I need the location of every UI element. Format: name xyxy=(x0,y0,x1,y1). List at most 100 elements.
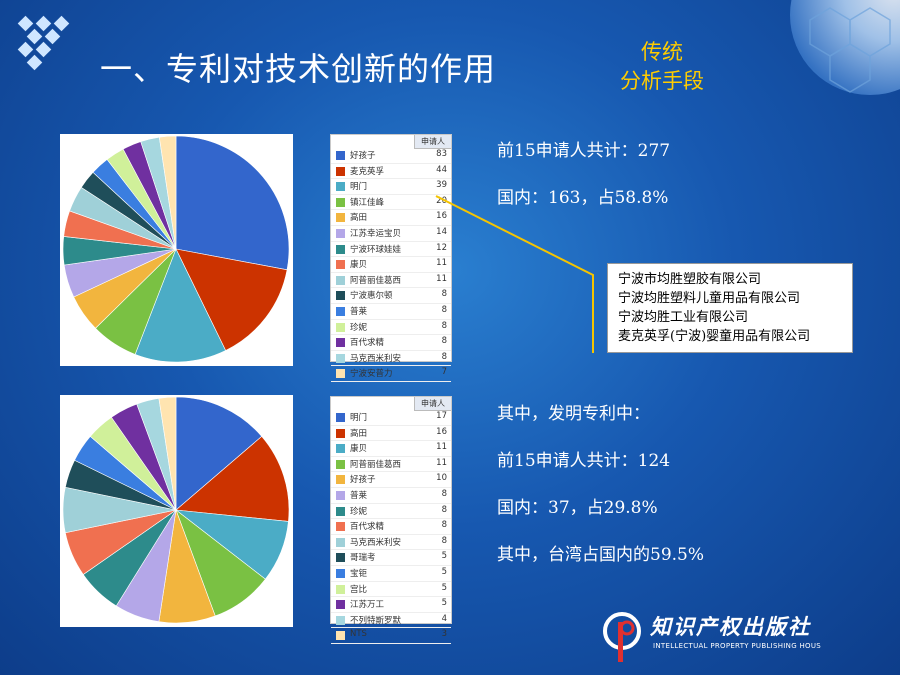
legend-swatch xyxy=(336,444,345,454)
legend-swatch xyxy=(336,197,345,207)
legend-label: 江苏万工 xyxy=(350,600,385,611)
subtitle-line-1: 传统 xyxy=(641,40,683,64)
legend-item: 马克西米利安 8 xyxy=(331,351,451,367)
legend-item: 不列特斯罗默 4 xyxy=(331,613,451,629)
legend-item: 百代求精 8 xyxy=(331,335,451,351)
legend-label: 明门 xyxy=(350,182,368,193)
legend-value: 5 xyxy=(441,598,447,609)
legend-value: 8 xyxy=(441,336,447,347)
callout-line: 麦克英孚(宁波)婴童用品有限公司 xyxy=(618,329,811,344)
legend-swatch xyxy=(336,306,345,316)
legend-item: 康贝 11 xyxy=(331,257,451,273)
stat-invention-taiwan: 其中，台湾占国内的59.5% xyxy=(497,545,705,565)
legend-swatch xyxy=(336,459,345,469)
legend-swatch xyxy=(336,631,345,641)
legend-label: 普莱 xyxy=(350,490,368,501)
callout-line: 宁波均胜工业有限公司 xyxy=(618,310,749,325)
logo-subtitle: INTELLECTUAL PROPERTY PUBLISHING HOUS xyxy=(653,642,822,650)
legend-label: 好孩子 xyxy=(350,475,376,486)
pie-slice-明门 xyxy=(134,248,227,363)
legend-item: 宫比 5 xyxy=(331,582,451,598)
legend-swatch xyxy=(336,260,345,270)
pie-chart-bottom xyxy=(62,396,290,624)
legend-swatch xyxy=(336,584,345,594)
legend-label: 宁波环球娃娃 xyxy=(350,244,402,255)
legend-value: 4 xyxy=(441,613,447,624)
stat-invention-heading: 其中，发明专利中： xyxy=(497,404,650,424)
legend-label: 康贝 xyxy=(350,260,368,271)
legend-value: 7 xyxy=(441,367,447,378)
legend-label: 不列特斯罗默 xyxy=(350,615,402,626)
legend-swatch xyxy=(336,166,345,176)
legend-value: 20 xyxy=(436,195,447,206)
legend-item: 明门 39 xyxy=(331,179,451,195)
pie-slice-宁波安普力 xyxy=(158,135,177,250)
page-subtitle: 传统 分析手段 xyxy=(612,38,712,96)
legend-label: 珍妮 xyxy=(350,506,368,517)
page-title: 一、专利对技术创新的作用 xyxy=(100,50,497,88)
legend-item: 宁波惠尔顿 8 xyxy=(331,288,451,304)
legend-label: 哥瑞考 xyxy=(350,553,376,564)
legend-label: 江苏幸运宝贝 xyxy=(350,228,402,239)
legend-value: 3 xyxy=(441,629,447,640)
legend-value: 8 xyxy=(441,320,447,331)
legend-swatch xyxy=(336,244,345,254)
legend-swatch xyxy=(336,615,345,625)
callout-line: 宁波均胜塑料儿童用品有限公司 xyxy=(618,291,801,306)
legend-label: 百代求精 xyxy=(350,338,385,349)
legend-swatch xyxy=(336,428,345,438)
legend-label: 镇江佳峰 xyxy=(350,197,385,208)
legend-label: 百代求精 xyxy=(350,522,385,533)
legend-label: NTS xyxy=(350,629,367,640)
subtitle-line-2: 分析手段 xyxy=(620,69,704,93)
legend-header: 申请人 xyxy=(331,135,451,149)
legend-item: 阿普丽佳葛西 11 xyxy=(331,457,451,473)
legend-item: 阿普丽佳葛西 11 xyxy=(331,273,451,289)
legend-item: 高田 16 xyxy=(331,210,451,226)
legend-header: 申请人 xyxy=(331,397,451,411)
legend-value: 8 xyxy=(441,304,447,315)
stat-top-domestic: 国内：163，占58.8% xyxy=(497,188,669,208)
pie-slice-麦克英孚 xyxy=(175,248,288,351)
legend-item: 宝钜 5 xyxy=(331,566,451,582)
legend-value: 44 xyxy=(436,164,447,175)
legend-value: 11 xyxy=(436,258,447,269)
legend-item: 马克西米利安 8 xyxy=(331,535,451,551)
legend-bottom: 申请人 明门 17 高田 16 康贝 11 阿普丽佳葛西 11 好孩子 10 普莱 8 珍妮 8 百代求精 8 马… xyxy=(330,396,452,644)
pie-chart-panel-bottom xyxy=(60,395,293,627)
legend-label: 马克西米利安 xyxy=(350,353,402,364)
legend-swatch xyxy=(336,537,345,547)
callout-line: 宁波市均胜塑胶有限公司 xyxy=(618,272,762,287)
legend-item: 普莱 8 xyxy=(331,304,451,320)
legend-item: 宁波环球娃娃 12 xyxy=(331,242,451,258)
legend-swatch xyxy=(336,568,345,578)
legend-value: 8 xyxy=(441,504,447,515)
pie-slice-明门 xyxy=(175,396,263,511)
legend-swatch xyxy=(336,522,345,532)
legend-swatch xyxy=(336,213,345,223)
legend-value: 11 xyxy=(436,273,447,284)
legend-item: 普莱 8 xyxy=(331,488,451,504)
pie-chart-panel-top xyxy=(60,134,293,366)
legend-value: 5 xyxy=(441,582,447,593)
legend-swatch xyxy=(336,151,345,160)
legend-value: 11 xyxy=(436,457,447,468)
legend-value: 8 xyxy=(441,488,447,499)
legend-item: 珍妮 8 xyxy=(331,504,451,520)
legend-swatch xyxy=(336,182,345,192)
legend-swatch xyxy=(336,413,345,422)
decorative-diamonds xyxy=(17,14,78,74)
legend-label: 高田 xyxy=(350,428,368,439)
legend-value: 16 xyxy=(436,426,447,437)
legend-item: 珍妮 8 xyxy=(331,320,451,336)
legend-label: 珍妮 xyxy=(350,322,368,333)
stat-invention-total: 前15申请人共计：124 xyxy=(497,451,671,471)
legend-item: 好孩子 10 xyxy=(331,472,451,488)
legend-swatch xyxy=(336,553,345,563)
legend-label: 康贝 xyxy=(350,444,368,455)
legend-label: 阿普丽佳葛西 xyxy=(350,275,402,286)
legend-label: 马克西米利安 xyxy=(350,537,402,548)
legend-swatch xyxy=(336,291,345,301)
legend-label: 麦克英孚 xyxy=(350,166,385,177)
legend-value: 5 xyxy=(441,566,447,577)
